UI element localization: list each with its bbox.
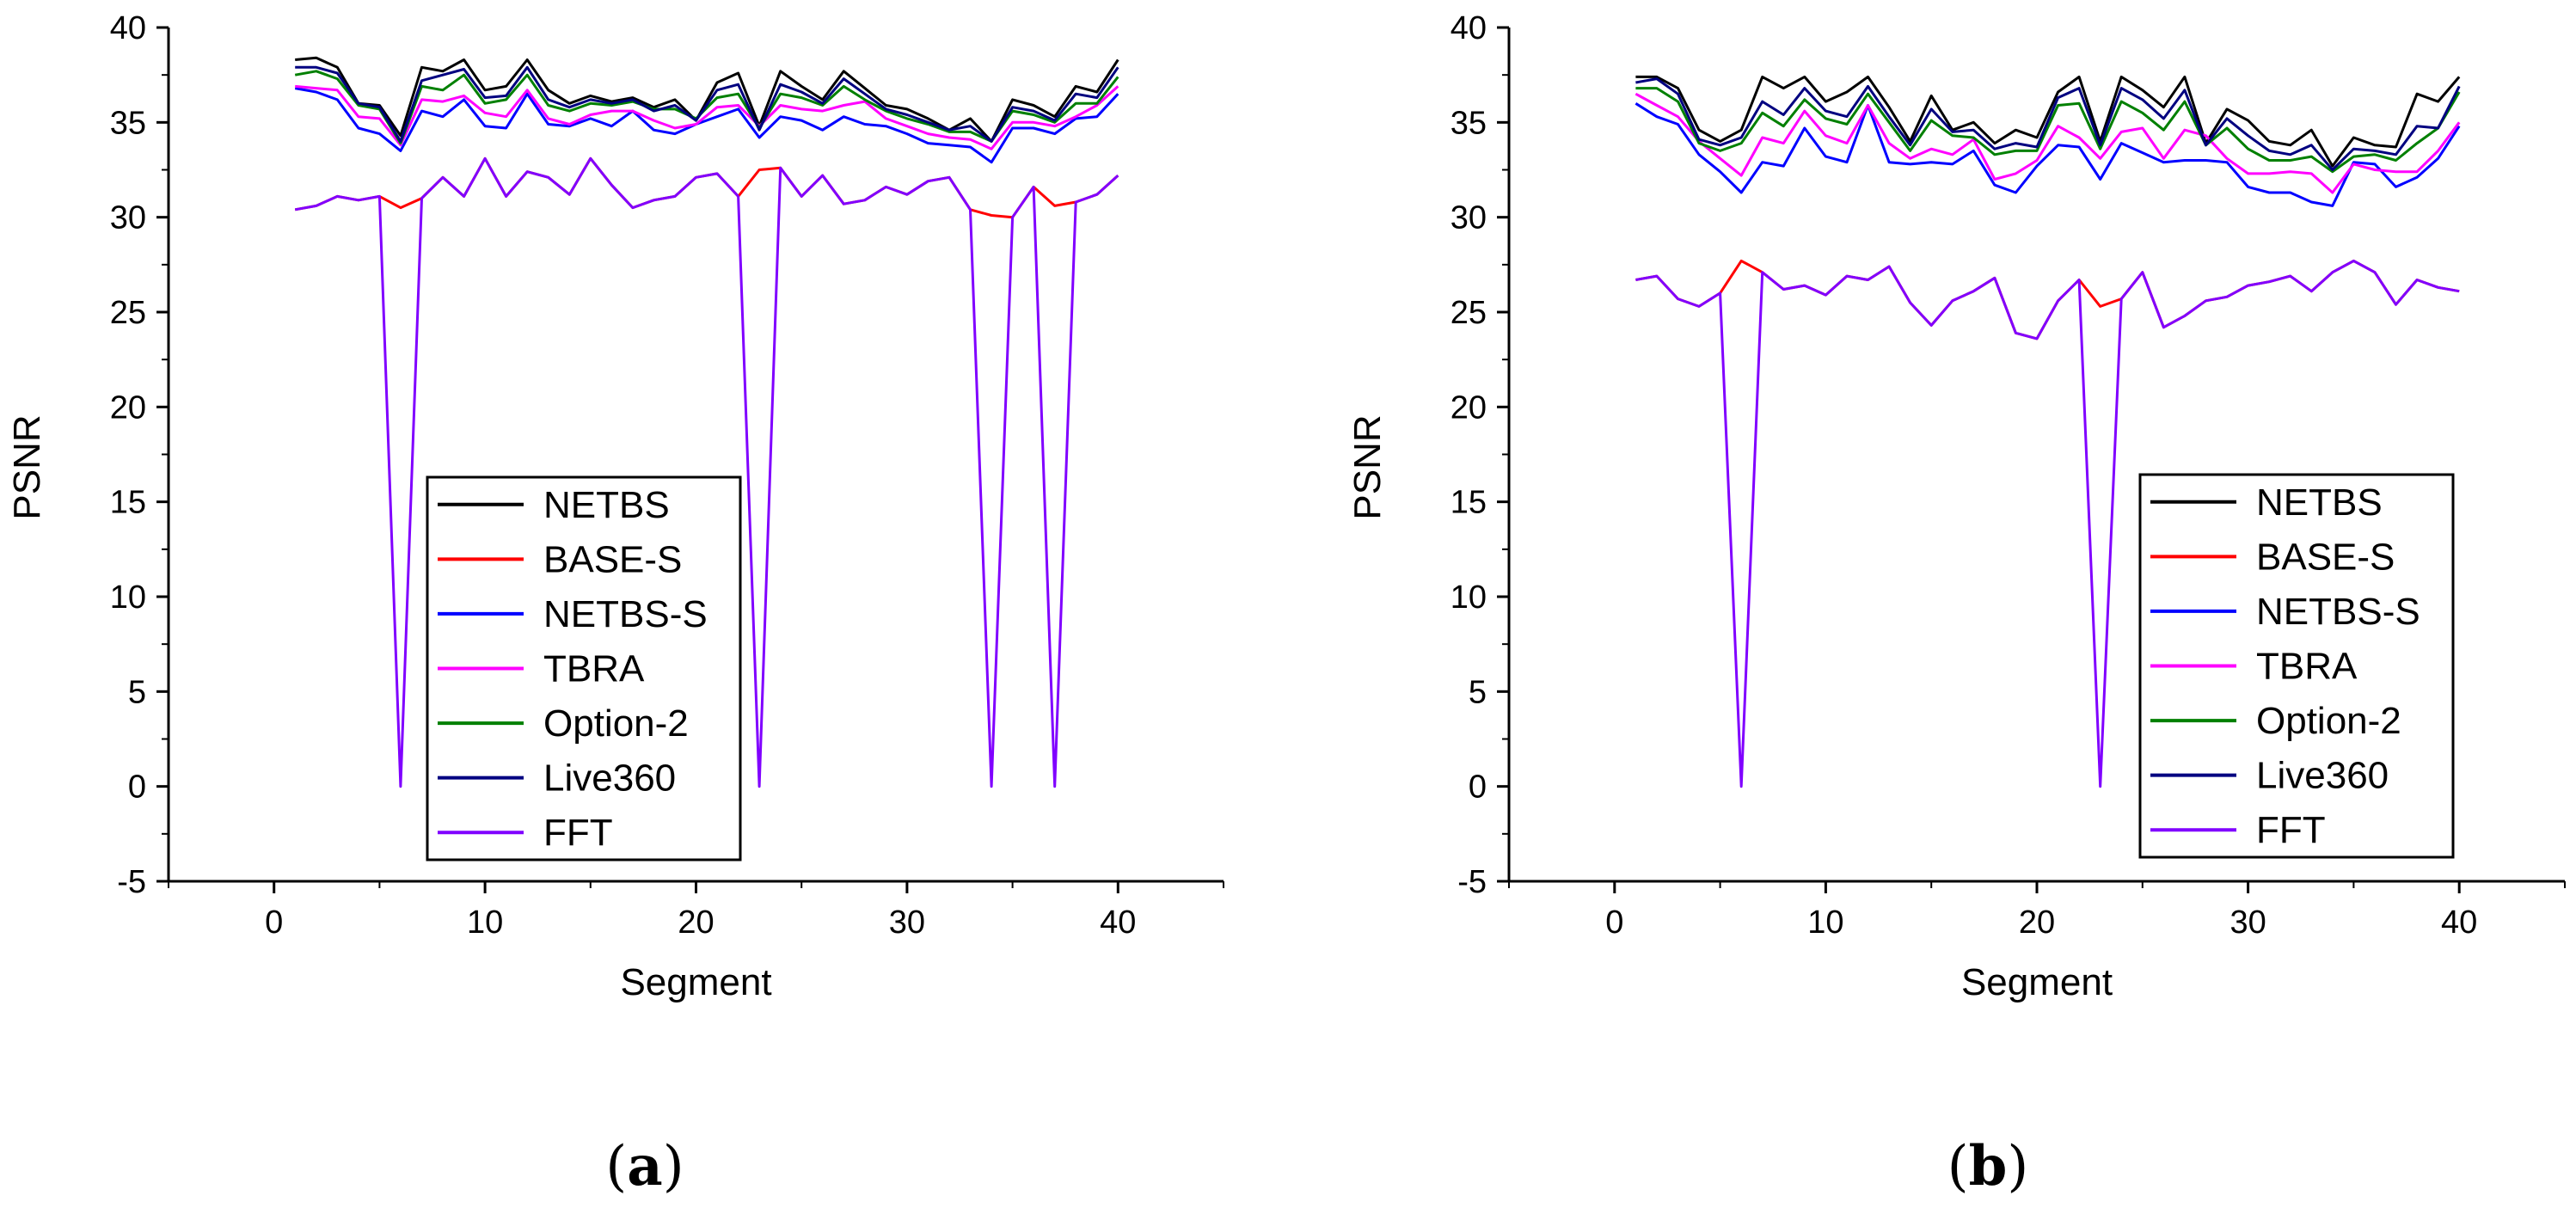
chart-b-legend-label: Live360: [2256, 755, 2389, 797]
panel-a: -5 0 5 10 15 20 25 30 35 40 0 10 20 30 40 Segment PSNR NE…: [6, 10, 1224, 1003]
chart-b-y-tick-label: 30: [1451, 200, 1487, 236]
chart-a-y-tick-label: 35: [110, 105, 146, 141]
chart-b-y-tick-label: 15: [1451, 485, 1487, 521]
chart-a-legend-label: NETBS-S: [543, 593, 708, 635]
chart-a-x-axis-title: Segment: [620, 961, 771, 1003]
chart-b-x-tick-label: 0: [1605, 904, 1623, 941]
chart-a-series-line-netbs-s: [294, 87, 1119, 164]
chart-b-series-line-netbs-s: [1635, 102, 2461, 207]
chart-a-series-line-tbra: [295, 84, 1119, 150]
chart-b-series-line-live360: [1635, 77, 2461, 171]
chart-a-x-tick-label: 30: [889, 904, 925, 941]
chart-a-x-tick-label: 20: [678, 904, 714, 941]
chart-a-y-tick-label: 10: [110, 579, 146, 616]
chart-b-y-tick-label: -5: [1457, 864, 1487, 900]
chart-a-series-line-base-s: [294, 156, 1119, 219]
chart-a-y-tick-label: 25: [110, 295, 146, 331]
chart-a-legend-label: FFT: [543, 812, 613, 854]
chart-a-legend-label: BASE-S: [543, 538, 682, 580]
chart-b-legend-label: Option-2: [2256, 700, 2401, 742]
chart-b-y-tick-label: 40: [1451, 10, 1487, 46]
chart-b-legend-label: BASE-S: [2256, 536, 2395, 578]
chart-b-y-tick-label: 25: [1451, 295, 1487, 331]
chart-b-legend-label: NETBS: [2256, 481, 2383, 524]
panel-caption-b: (b): [1947, 1134, 2029, 1199]
chart-b-series-line-fft: [1635, 259, 2460, 788]
chart-b-legend-label: FFT: [2256, 809, 2326, 851]
chart-a-legend-label: NETBS: [543, 484, 670, 526]
chart-a-legend-label: Live360: [543, 757, 676, 800]
chart-b-y-tick-label: 5: [1469, 674, 1487, 710]
chart-a-y-tick-label: 5: [128, 674, 146, 710]
chart-b-x-axis-title: Segment: [1961, 961, 2113, 1003]
chart-a-series-line-netbs: [295, 56, 1119, 143]
chart-a-legend-label: TBRA: [543, 648, 645, 690]
chart-a-legend-label: Option-2: [543, 702, 689, 745]
chart-a-x-tick-label: 10: [467, 904, 503, 941]
chart-a-y-tick-label: 15: [110, 485, 146, 521]
chart-b-legend-label: TBRA: [2256, 646, 2358, 688]
chart-b-series-line-netbs: [1635, 75, 2461, 168]
chart-b-y-tick-label: 0: [1469, 770, 1487, 806]
chart-b-x-tick-label: 10: [1807, 904, 1843, 941]
chart-b-x-tick-label: 30: [2229, 904, 2266, 941]
chart-a-x-tick-label: 40: [1100, 904, 1136, 941]
chart-a-y-tick-label: 20: [110, 389, 146, 426]
chart-a-y-tick-label: 0: [128, 770, 146, 806]
chart-b-x-tick-label: 20: [2019, 904, 2055, 941]
chart-a-series-line-live360: [295, 65, 1119, 143]
chart-a-y-tick-label: 30: [110, 200, 146, 236]
chart-a-x-tick-label: 0: [265, 904, 283, 941]
chart-b-y-tick-label: 20: [1451, 389, 1487, 426]
chart-b-x-tick-label: 40: [2441, 904, 2477, 941]
chart-a-y-tick-label: 40: [110, 10, 146, 46]
panel-b: -5 0 5 10 15 20 25 30 35 40 0 10 20 30 40 Segment PSNR NE…: [1346, 10, 2566, 1003]
chart-b-legend-label: NETBS-S: [2256, 591, 2420, 633]
chart-b-series-line-tbra: [1635, 92, 2461, 194]
chart-a-y-tick-label: -5: [117, 864, 146, 900]
chart-b-y-tick-label: 35: [1451, 105, 1487, 141]
chart-b-y-tick-label: 10: [1451, 579, 1487, 616]
panel-caption-a: (a): [605, 1134, 684, 1199]
chart-b-series-line-option-2: [1635, 87, 2461, 174]
chart-a-series-line-option-2: [294, 70, 1119, 145]
chart-a-y-axis-title: PSNR: [6, 414, 48, 519]
chart-b-y-axis-title: PSNR: [1346, 414, 1389, 519]
chart-a-series-line-fft: [294, 156, 1119, 788]
